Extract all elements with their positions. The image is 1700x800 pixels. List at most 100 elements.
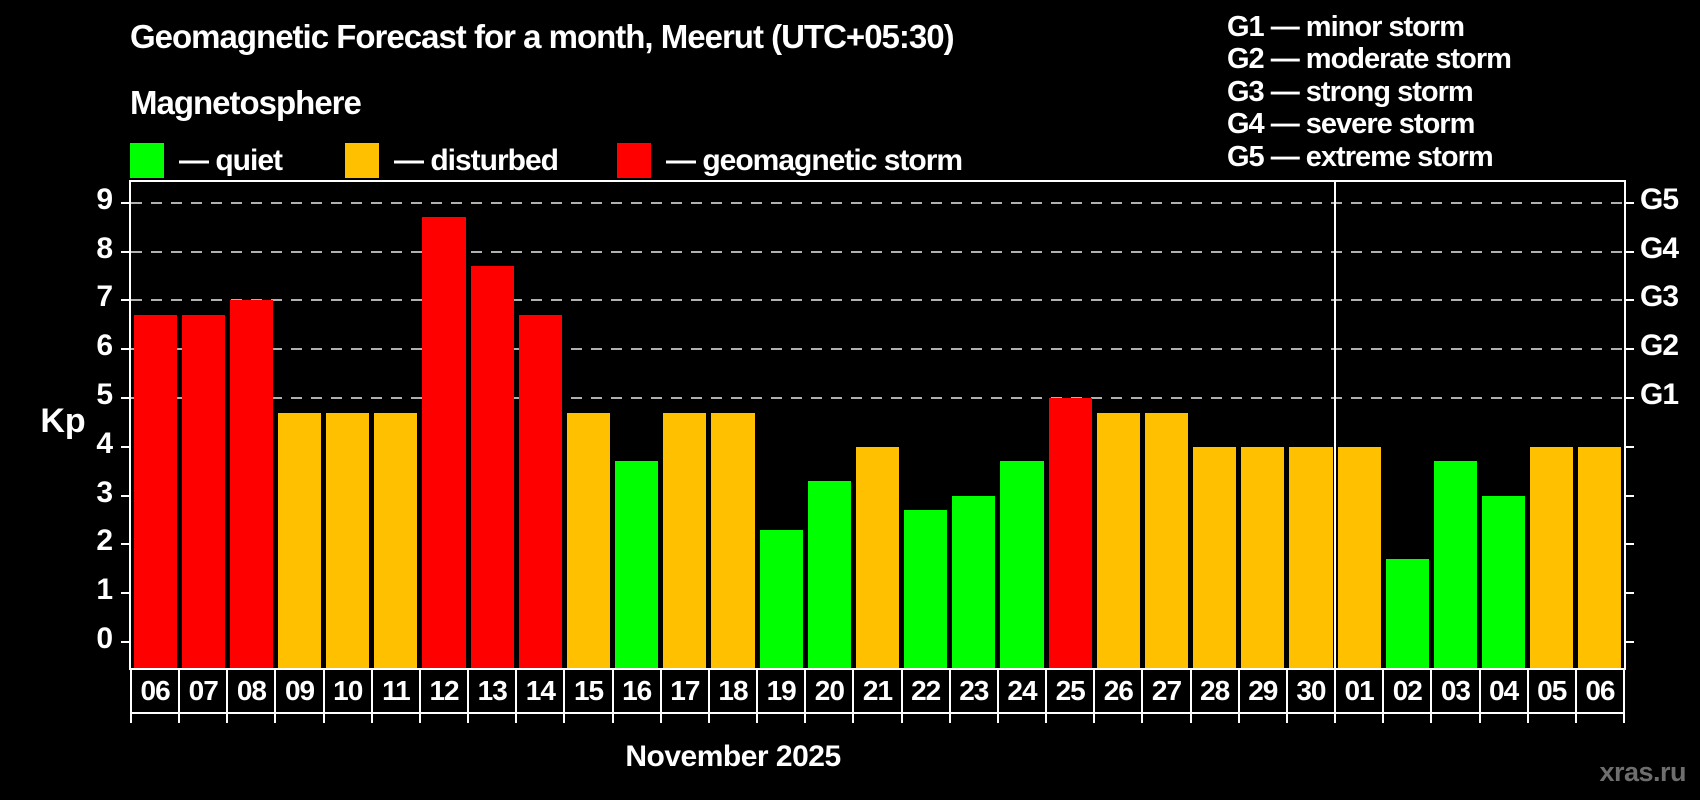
y-tick-label-5: 5	[96, 378, 113, 411]
day-label-24: 24	[996, 668, 1048, 714]
right-tick-2	[1624, 543, 1634, 546]
kp-bar-19	[759, 529, 803, 668]
day-boundary-tick	[563, 714, 566, 723]
day-boundary-tick	[707, 714, 710, 723]
g-scale-legend-line: G5 — extreme storm	[1227, 140, 1494, 173]
quiet-label: — quiet	[179, 143, 283, 177]
right-tick-0	[1624, 641, 1634, 643]
kp-bar-08	[229, 300, 273, 668]
kp-bar-24	[1000, 461, 1044, 668]
day-label-21: 21	[852, 668, 903, 714]
day-label-14: 14	[515, 668, 566, 714]
day-label-30: 30	[1285, 668, 1337, 714]
kp-bar-25	[1048, 398, 1092, 668]
day-label-07: 07	[178, 668, 229, 714]
plot-area	[129, 180, 1626, 670]
day-label-06: 06	[130, 668, 181, 714]
g-level-label-G5: G5	[1640, 182, 1679, 216]
day-boundary-tick	[1382, 714, 1385, 723]
kp-bar-05	[1530, 446, 1574, 668]
gridline-kp7	[131, 299, 1624, 302]
y-tick-6	[121, 348, 131, 351]
gridline-kp9	[131, 201, 1624, 204]
day-label-28: 28	[1189, 668, 1240, 714]
kp-bar-06	[1578, 446, 1622, 668]
g-level-label-G3: G3	[1640, 280, 1679, 314]
right-tick-7	[1624, 299, 1634, 302]
y-tick-7	[121, 299, 131, 302]
day-label-23: 23	[948, 668, 999, 714]
y-tick-1	[121, 592, 131, 595]
y-tick-label-4: 4	[96, 426, 113, 460]
day-label-19: 19	[756, 668, 807, 714]
day-boundary-tick	[178, 714, 181, 723]
day-boundary-tick	[996, 714, 999, 723]
day-boundary-tick	[900, 714, 903, 723]
day-label-08: 08	[226, 668, 277, 714]
kp-bar-18	[711, 412, 755, 668]
y-tick-3	[121, 494, 131, 497]
day-label-16: 16	[611, 668, 662, 714]
day-label-13: 13	[467, 668, 518, 714]
day-boundary-tick	[467, 714, 470, 723]
kp-bar-17	[663, 412, 707, 668]
gridline-kp5	[131, 397, 1624, 399]
kp-bar-26	[1096, 412, 1140, 668]
kp-bar-21	[855, 446, 900, 668]
kp-bar-04	[1482, 495, 1526, 668]
day-boundary-tick	[948, 714, 951, 723]
kp-bar-30	[1289, 446, 1333, 668]
day-boundary-tick	[370, 714, 373, 723]
day-boundary-tick	[1574, 714, 1577, 723]
kp-bar-11	[374, 412, 418, 668]
y-tick-label-0: 0	[96, 622, 113, 655]
y-tick-8	[121, 250, 131, 253]
day-boundary-tick	[1285, 714, 1288, 723]
day-label-09: 09	[274, 668, 325, 714]
storm-label: — geomagnetic storm	[666, 143, 963, 177]
right-tick-3	[1624, 494, 1634, 497]
day-boundary-tick	[1141, 714, 1144, 723]
day-boundary-tick	[130, 714, 132, 723]
chart-title: Geomagnetic Forecast for a month, Meerut…	[130, 18, 955, 55]
kp-bar-29	[1241, 446, 1285, 668]
y-axis-title: Kp	[40, 402, 86, 440]
watermark: xras.ru	[1599, 757, 1686, 787]
y-tick-5	[121, 397, 131, 399]
storm-color-swatch	[617, 143, 651, 178]
y-tick-label-8: 8	[96, 231, 113, 265]
day-label-22: 22	[900, 668, 951, 714]
day-boundary-tick	[1526, 714, 1529, 723]
gridline-kp8	[131, 250, 1624, 253]
day-label-27: 27	[1141, 668, 1192, 714]
y-tick-0	[121, 641, 131, 643]
day-label-17: 17	[659, 668, 710, 714]
kp-bar-16	[615, 461, 659, 668]
day-label-20: 20	[804, 668, 855, 714]
day-label-06: 06	[1574, 668, 1625, 714]
kp-bar-23	[952, 495, 996, 668]
kp-bar-14	[518, 315, 562, 668]
day-boundary-tick	[659, 714, 662, 723]
y-tick-9	[121, 201, 131, 204]
day-label-05: 05	[1526, 668, 1577, 714]
kp-bar-02	[1385, 559, 1429, 668]
day-boundary-tick	[274, 714, 277, 723]
y-tick-label-6: 6	[96, 329, 113, 363]
legend-item-storm: — geomagnetic storm	[617, 143, 963, 178]
day-label-25: 25	[1045, 668, 1096, 714]
disturbed-color-swatch	[345, 143, 379, 178]
day-boundary-tick	[804, 714, 807, 723]
y-tick-label-7: 7	[96, 280, 113, 314]
day-boundary-tick	[1237, 714, 1240, 723]
g-level-label-G2: G2	[1640, 329, 1679, 363]
kp-bar-27	[1144, 412, 1189, 668]
legend-item-disturbed: — disturbed	[345, 143, 559, 178]
right-tick-1	[1624, 592, 1634, 595]
kp-bar-13	[470, 266, 514, 668]
day-label-03: 03	[1430, 668, 1481, 714]
day-boundary-tick	[1045, 714, 1048, 723]
y-tick-2	[121, 543, 131, 546]
g-scale-legend-line: G2 — moderate storm	[1227, 43, 1512, 76]
